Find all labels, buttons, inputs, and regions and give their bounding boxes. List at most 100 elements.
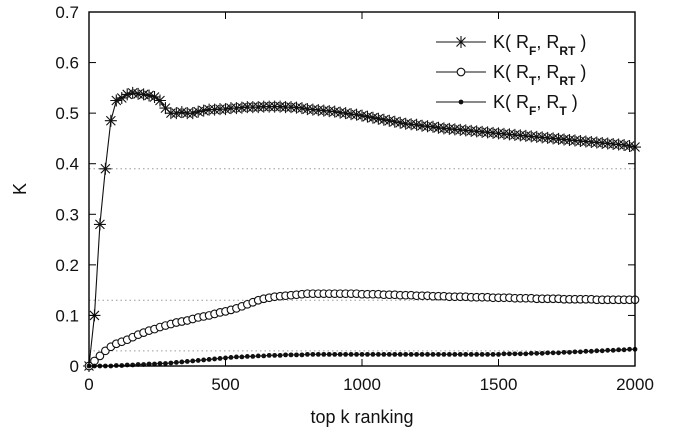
y-tick-label: 0.1 <box>55 306 79 325</box>
data-point <box>148 90 161 103</box>
data-point <box>430 351 436 357</box>
data-point <box>110 94 123 107</box>
data-point <box>388 115 401 128</box>
data-point <box>567 349 572 355</box>
data-point <box>528 350 534 356</box>
data-point <box>610 347 616 353</box>
legend-item-2: K( RT, RRT ) <box>436 62 586 88</box>
legend: K( RF, RRT ) K( RT, RRT ) K( RF, RT ) <box>436 32 586 118</box>
series-1 <box>83 86 641 372</box>
data-point <box>277 352 283 358</box>
data-point <box>485 351 490 357</box>
data-point <box>305 351 310 357</box>
data-point <box>146 361 152 367</box>
data-point <box>618 139 631 152</box>
data-point <box>173 360 179 365</box>
data-point <box>419 351 425 357</box>
data-point <box>283 352 288 358</box>
data-point <box>350 108 363 121</box>
data-point <box>288 352 294 358</box>
data-point <box>153 94 166 107</box>
data-point <box>99 162 112 175</box>
data-point <box>623 140 636 153</box>
y-tick-label: 0.3 <box>55 205 79 224</box>
data-point <box>261 353 267 359</box>
data-point <box>195 358 201 363</box>
data-point <box>168 360 174 366</box>
data-point <box>126 86 139 99</box>
data-point <box>159 102 172 115</box>
y-tick-label: 0.5 <box>55 104 79 123</box>
data-point <box>583 348 589 354</box>
data-point <box>490 351 496 357</box>
data-point <box>143 89 156 102</box>
data-point <box>217 356 223 361</box>
data-point <box>414 351 419 357</box>
data-point <box>157 361 163 366</box>
data-point <box>239 354 245 360</box>
x-tick-label: 1500 <box>480 375 518 394</box>
legend-marker <box>456 67 466 77</box>
data-point <box>228 355 234 360</box>
data-point <box>115 91 128 104</box>
data-point <box>361 110 374 123</box>
data-point <box>517 351 523 357</box>
data-point <box>354 351 359 357</box>
data-point <box>512 351 518 357</box>
data-point <box>410 118 423 131</box>
data-point <box>95 351 105 361</box>
data-point <box>561 349 567 355</box>
data-point <box>616 347 622 353</box>
data-point <box>184 359 190 364</box>
data-point <box>175 106 188 119</box>
data-point <box>339 107 352 120</box>
x-axis-title: top k ranking <box>310 407 413 427</box>
data-point <box>250 353 256 359</box>
legend-item-3: K( RF, RT ) <box>436 92 578 118</box>
data-point <box>163 361 168 366</box>
x-tick-label: 2000 <box>616 375 654 394</box>
data-point <box>605 347 611 353</box>
data-point <box>383 114 396 127</box>
data-point <box>295 102 308 115</box>
data-point <box>294 352 299 358</box>
data-point <box>121 88 134 101</box>
data-point <box>356 109 368 122</box>
data-point <box>201 357 207 363</box>
data-point <box>452 351 458 357</box>
data-point <box>315 351 321 357</box>
data-point <box>337 351 343 357</box>
data-point <box>365 351 370 357</box>
data-point <box>186 107 199 120</box>
data-point <box>627 346 632 352</box>
data-point <box>496 351 501 357</box>
legend-marker <box>458 99 464 105</box>
data-point <box>441 351 447 357</box>
data-point <box>310 351 316 357</box>
data-point <box>206 357 212 362</box>
data-point <box>377 113 390 126</box>
y-tick-label: 0.7 <box>55 3 79 22</box>
y-tick-label: 0 <box>70 357 79 376</box>
y-tick-label: 0.2 <box>55 256 79 275</box>
data-point <box>474 351 480 357</box>
data-point <box>539 350 545 356</box>
data-point <box>244 353 250 359</box>
series-layer <box>83 86 641 372</box>
data-point <box>137 88 150 101</box>
data-point <box>578 349 583 355</box>
data-point <box>463 351 469 357</box>
data-point <box>501 351 507 357</box>
data-point <box>343 351 349 357</box>
data-point <box>572 349 578 355</box>
data-point <box>152 361 157 367</box>
x-tick-label: 500 <box>211 375 239 394</box>
y-tick-label: 0.6 <box>55 54 79 73</box>
x-tick-label: 1000 <box>343 375 381 394</box>
data-point <box>468 351 474 357</box>
legend-label: K( RT, RRT ) <box>493 62 586 88</box>
data-point <box>326 351 332 357</box>
data-point <box>392 351 398 357</box>
data-point <box>170 107 183 120</box>
legend-label: K( RF, RRT ) <box>493 32 586 58</box>
